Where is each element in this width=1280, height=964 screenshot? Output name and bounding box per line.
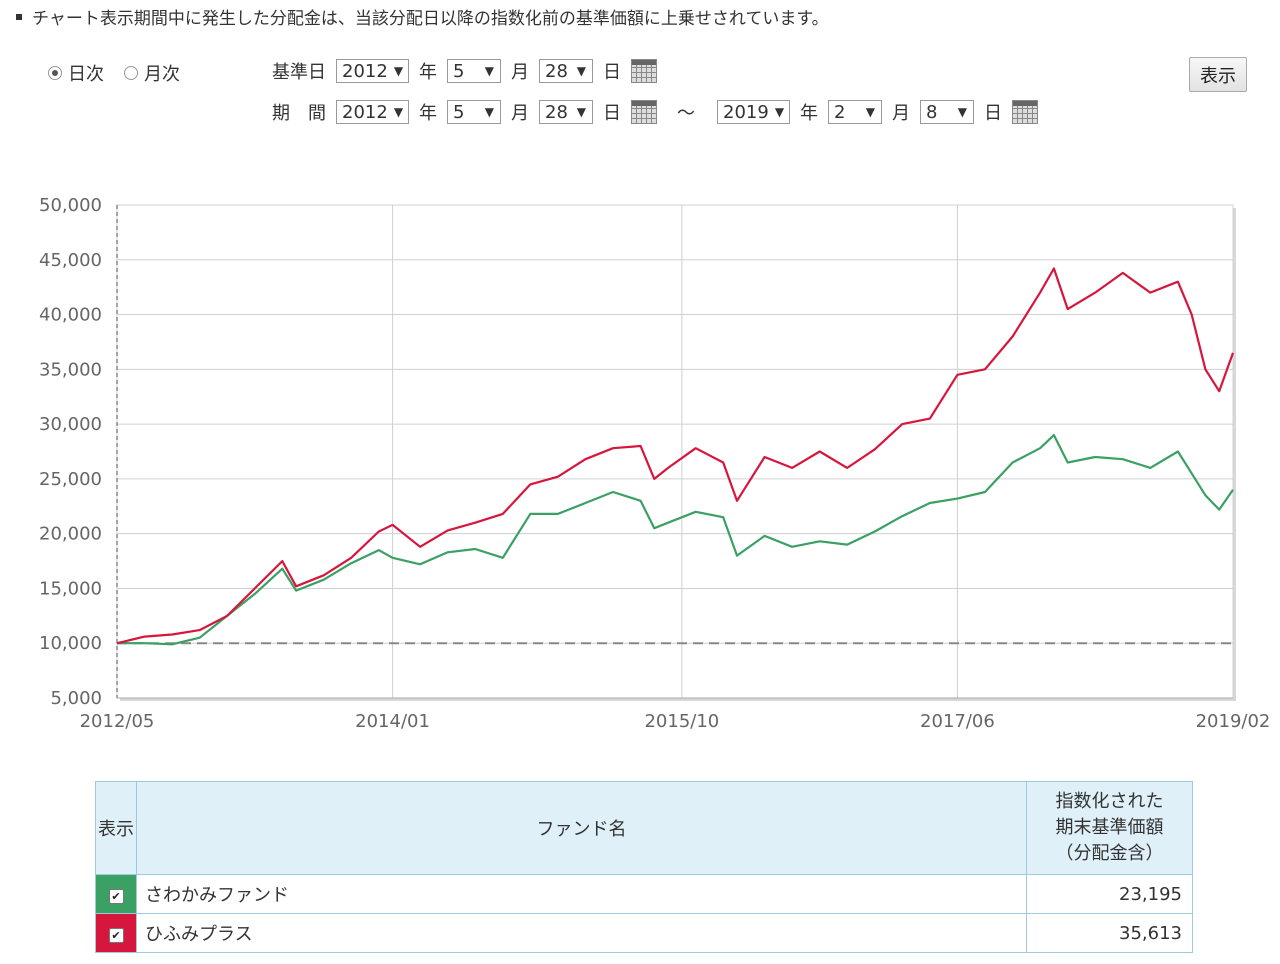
x-tick-label: 2014/01 <box>355 711 430 732</box>
month-unit: 月 <box>511 62 529 83</box>
month-unit: 月 <box>892 103 910 124</box>
fund-name: ひふみプラス <box>136 913 1027 953</box>
fund-performance-chart: 50,000 45,000 40,000 35,000 30,000 25,000 20,0… <box>39 195 1271 732</box>
day-unit: 日 <box>984 103 1002 124</box>
bullet-square-icon <box>16 14 22 20</box>
period-to-month-select[interactable]: 2 ▼ <box>828 100 882 124</box>
y-axis-ticks: 50,000 45,000 40,000 35,000 30,000 25,000 20,0… <box>39 195 102 709</box>
y-tick-label: 45,000 <box>39 250 102 271</box>
year-unit: 年 <box>419 103 437 124</box>
show-button[interactable]: 表示 <box>1189 57 1247 92</box>
period-label: 期 間 <box>272 103 326 124</box>
base-month-select[interactable]: 5 ▼ <box>447 59 501 83</box>
dropdown-arrow-icon: ▼ <box>484 105 494 119</box>
period-from-month-select[interactable]: 5 ▼ <box>447 100 501 124</box>
y-tick-label: 40,000 <box>39 305 102 326</box>
calendar-icon[interactable] <box>1012 100 1038 124</box>
fund-table-header: 表示 ファンド名 指数化された 期末基準価額 （分配金含） <box>95 781 1193 875</box>
x-tick-label: 2012/05 <box>80 711 155 732</box>
year-unit: 年 <box>800 103 818 124</box>
x-tick-label: 2019/02 <box>1196 711 1271 732</box>
show-column-header: 表示 <box>95 781 137 875</box>
fund-table: 表示 ファンド名 指数化された 期末基準価額 （分配金含） ✔ さわかみファンド… <box>95 781 1193 953</box>
y-tick-label: 35,000 <box>39 359 102 380</box>
dropdown-arrow-icon: ▼ <box>957 105 967 119</box>
plot-area <box>116 204 1234 699</box>
year-unit: 年 <box>419 62 437 83</box>
y-tick-label: 10,000 <box>39 633 102 654</box>
daily-radio-label[interactable]: 日次 <box>68 64 104 85</box>
interval-radio-group: 日次 月次 <box>48 60 194 86</box>
y-tick-label: 20,000 <box>39 524 102 545</box>
fund-color-cell: ✔ <box>95 913 137 953</box>
base-year-select[interactable]: 2012 ▼ <box>336 59 409 83</box>
distribution-note: チャート表示期間中に発生した分配金は、当該分配日以降の指数化前の基準価額に上乗せ… <box>16 4 829 29</box>
y-tick-label: 30,000 <box>39 414 102 435</box>
base-date-row: 基準日 2012 ▼ 年 5 ▼ 月 28 ▼ 日 <box>272 58 657 84</box>
month-unit: 月 <box>511 103 529 124</box>
table-row: ✔ ひふみプラス 35,613 <box>95 913 1193 953</box>
y-tick-label: 5,000 <box>50 688 102 709</box>
period-from-day-select[interactable]: 28 ▼ <box>539 100 593 124</box>
value-column-header: 指数化された 期末基準価額 （分配金含） <box>1026 781 1193 875</box>
dropdown-arrow-icon: ▼ <box>865 105 875 119</box>
fund-color-cell: ✔ <box>95 874 137 914</box>
fund-value: 23,195 <box>1026 874 1193 914</box>
x-tick-label: 2017/06 <box>920 711 995 732</box>
period-row: 期 間 2012 ▼ 年 5 ▼ 月 28 ▼ 日 ～ 2019 ▼ 年 2 ▼ 月 8 ▼… <box>272 99 1038 125</box>
day-unit: 日 <box>603 62 621 83</box>
chart-grid <box>116 204 1236 701</box>
x-axis-ticks: 2012/05 2014/01 2015/10 2017/06 2019/02 <box>80 711 1271 732</box>
period-to-day-select[interactable]: 8 ▼ <box>920 100 974 124</box>
day-unit: 日 <box>603 103 621 124</box>
fund-name-column-header: ファンド名 <box>136 781 1027 875</box>
daily-radio[interactable] <box>48 66 62 80</box>
fund-value: 35,613 <box>1026 913 1193 953</box>
show-checkbox[interactable]: ✔ <box>108 927 124 943</box>
fund-name: さわかみファンド <box>136 874 1027 914</box>
show-checkbox[interactable]: ✔ <box>108 888 124 904</box>
base-day-select[interactable]: 28 ▼ <box>539 59 593 83</box>
period-separator: ～ <box>677 103 695 124</box>
calendar-icon[interactable] <box>631 100 657 124</box>
y-tick-label: 50,000 <box>39 195 102 216</box>
y-tick-label: 25,000 <box>39 469 102 490</box>
table-row: ✔ さわかみファンド 23,195 <box>95 874 1193 914</box>
dropdown-arrow-icon: ▼ <box>576 64 586 78</box>
calendar-icon[interactable] <box>631 59 657 83</box>
dropdown-arrow-icon: ▼ <box>393 64 404 78</box>
base-date-label: 基準日 <box>272 62 326 83</box>
dropdown-arrow-icon: ▼ <box>393 105 404 119</box>
x-tick-label: 2015/10 <box>644 711 719 732</box>
dropdown-arrow-icon: ▼ <box>484 64 494 78</box>
sawakami-fund-line <box>117 434 1234 646</box>
chart-series <box>116 267 1235 646</box>
period-to-year-select[interactable]: 2019 ▼ <box>717 100 790 124</box>
y-tick-label: 15,000 <box>39 578 102 599</box>
monthly-radio-label[interactable]: 月次 <box>144 64 180 85</box>
period-from-year-select[interactable]: 2012 ▼ <box>336 100 409 124</box>
dropdown-arrow-icon: ▼ <box>576 105 586 119</box>
dropdown-arrow-icon: ▼ <box>774 105 785 119</box>
monthly-radio[interactable] <box>124 66 138 80</box>
hifumi-plus-line <box>116 267 1235 645</box>
